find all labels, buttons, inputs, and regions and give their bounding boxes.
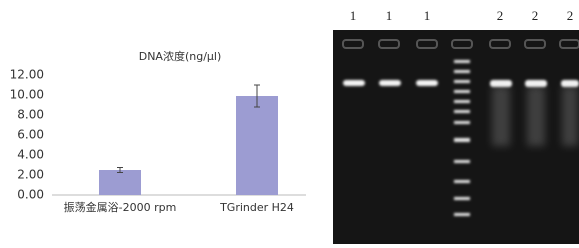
gel-image [333, 30, 579, 244]
x-tick-label: 振荡金属浴-2000 rpm [64, 200, 177, 214]
bar [236, 96, 278, 195]
y-tick-label: 2.00 [17, 168, 44, 182]
chart-title: DNA浓度(ng/μl) [139, 49, 222, 63]
lane-label: 1 [386, 8, 393, 23]
bar [99, 170, 141, 195]
y-tick-label: 8.00 [17, 108, 44, 122]
lane-label: 2 [532, 8, 539, 23]
lane-label: 2 [567, 8, 574, 23]
lane-label: 1 [350, 8, 357, 23]
y-tick-label: 6.00 [17, 128, 44, 142]
y-tick-label: 0.00 [17, 188, 44, 202]
y-tick-label: 10.00 [10, 88, 44, 102]
y-tick-label: 4.00 [17, 148, 44, 162]
lane-label: 2 [497, 8, 504, 23]
y-tick-label: 12.00 [10, 68, 44, 82]
x-tick-label: TGrinder H24 [219, 201, 294, 214]
lane-label: 1 [424, 8, 431, 23]
page: DNA浓度(ng/μl) 0.002.004.006.008.0010.0012… [0, 0, 579, 244]
